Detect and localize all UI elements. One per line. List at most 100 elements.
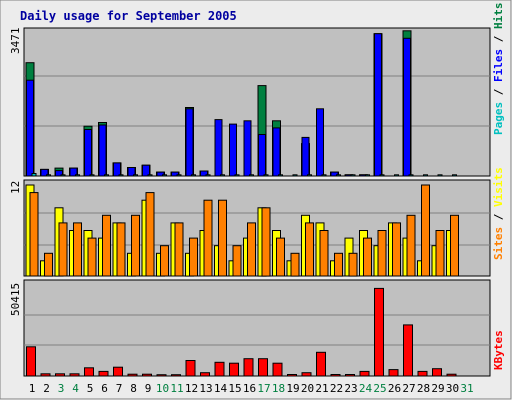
sites-bar: [421, 184, 430, 277]
kbytes-bar: [40, 373, 51, 377]
kbytes-bar: [359, 370, 370, 377]
pages-bar: [147, 174, 153, 177]
sites-bar: [363, 237, 372, 277]
files-bar: [374, 33, 382, 177]
kbytes-bar: [432, 368, 442, 377]
sites-bar: [160, 245, 169, 277]
sites-bar: [392, 222, 401, 277]
files-bar: [185, 108, 194, 177]
pages-bar: [118, 174, 124, 177]
pages-bar: [60, 174, 66, 177]
day-label: 15: [228, 382, 241, 395]
plot-area: [23, 27, 491, 177]
kbytes-bar: [316, 351, 326, 377]
day-label: 5: [87, 382, 94, 395]
pages-bar: [278, 174, 283, 177]
sites-bar: [73, 222, 82, 277]
day-label: 20: [301, 382, 314, 395]
legend-visits: Visits: [492, 167, 505, 207]
kbytes-bar: [301, 372, 312, 377]
kbytes-bar: [26, 346, 36, 377]
kbytes-bar: [69, 373, 80, 377]
files-bar: [40, 168, 49, 177]
files-bar: [272, 127, 281, 177]
day-label: 11: [170, 382, 183, 395]
kbytes-legend: KBytes: [492, 330, 505, 370]
pages-bar: [46, 174, 51, 177]
pages-bar: [205, 174, 211, 177]
day-label: 30: [446, 382, 459, 395]
day-label: 13: [199, 382, 212, 395]
svg-text:Pages / Files / Hits: Pages / Files / Hits: [492, 3, 505, 136]
files-bar: [214, 119, 223, 177]
visits-max-label: 12: [9, 181, 22, 194]
kbytes-bar: [171, 374, 181, 377]
sites-bar: [189, 237, 198, 277]
hits-max-label: 3471: [9, 28, 22, 55]
files-bar: [229, 123, 237, 177]
pages-bar: [336, 174, 341, 177]
day-label: 2: [43, 382, 50, 395]
files-bar: [55, 170, 63, 177]
pages-bar: [31, 173, 37, 177]
pages-bar: [220, 174, 225, 177]
kbytes-bar: [388, 369, 399, 377]
pages-bar: [263, 174, 269, 177]
day-label: 27: [402, 382, 415, 395]
kbytes-bar: [185, 360, 196, 377]
day-label: 1: [29, 382, 36, 395]
day-label: 3: [58, 382, 65, 395]
sites-bar: [305, 222, 314, 277]
pages-bar: [104, 174, 109, 177]
pages-bar: [350, 174, 356, 177]
files-bar: [200, 170, 208, 177]
kbytes-bar: [98, 370, 109, 377]
pages-bar: [408, 174, 414, 177]
pages-bar: [307, 174, 312, 177]
sites-bar: [406, 214, 416, 277]
sites-bar: [319, 230, 329, 277]
files-bar: [26, 79, 34, 177]
day-label: 28: [417, 382, 430, 395]
day-label: 9: [145, 382, 152, 395]
svg-text:KBytes: KBytes: [492, 330, 505, 370]
kbytes-bar: [287, 374, 297, 377]
files-bar: [403, 37, 411, 177]
x-axis-day-labels: 1 2 3 4 5 6 7 8 9 10 11 12 13 14 15 16 17 18 19 20 21 22 23 24 2…: [29, 382, 474, 395]
pages-bar: [394, 174, 399, 177]
sites-bar: [87, 237, 97, 277]
sites-bar: [276, 237, 285, 277]
day-label: 17: [257, 382, 270, 395]
sites-bar: [218, 199, 227, 277]
pages-bar: [176, 174, 182, 177]
sites-bar: [261, 207, 271, 277]
legend-sites: Sites: [492, 227, 505, 260]
day-label: 19: [286, 382, 299, 395]
files-bar: [156, 171, 165, 177]
sites-bar: [450, 214, 459, 277]
sites-bar: [102, 214, 111, 277]
visits-panel: [23, 179, 491, 277]
pages-bar: [162, 174, 167, 177]
pages-bar: [379, 174, 385, 177]
kbytes-bar: [55, 373, 65, 377]
kbytes-bar: [446, 373, 457, 377]
day-label: 8: [130, 382, 137, 395]
svg-text:Sites / Visits: Sites / Visits: [492, 167, 505, 260]
hits-panel: [23, 27, 491, 177]
files-bar: [142, 164, 150, 177]
legend-kbytes: KBytes: [492, 330, 505, 370]
sites-bar: [334, 252, 343, 277]
sites-bar: [247, 222, 256, 277]
day-label: 24: [359, 382, 373, 395]
hits-legend: Pages / Files / Hits: [492, 3, 505, 136]
visits-legend: Sites / Visits: [492, 167, 505, 260]
sites-bar: [174, 222, 184, 277]
day-label: 23: [344, 382, 357, 395]
kbytes-bar: [156, 374, 167, 377]
day-label: 4: [72, 382, 79, 395]
day-label: 10: [156, 382, 169, 395]
sites-bar: [377, 230, 387, 277]
kbytes-bar: [417, 370, 428, 377]
kbytes-bar: [214, 361, 225, 377]
